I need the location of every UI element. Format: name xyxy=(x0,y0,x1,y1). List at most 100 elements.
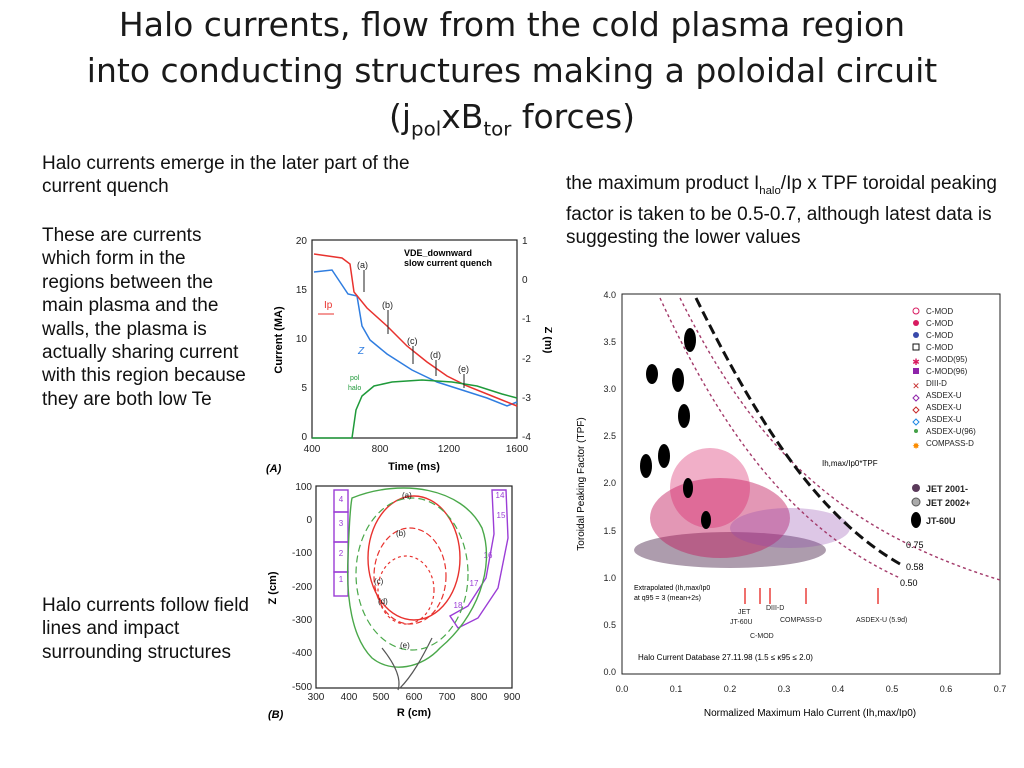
figc-extrap-1: Extrapolated (Ih,max/Ip0 xyxy=(634,585,710,592)
figc-xtick-0.6: 0.6 xyxy=(940,684,953,694)
right-paragraph: the maximum product Ihalo/Ip x TPF toroi… xyxy=(566,172,1006,249)
figc-ytick-1.5: 1.5 xyxy=(603,526,616,536)
figb-xtick-600: 600 xyxy=(406,692,423,703)
title-mid: xB xyxy=(441,97,484,136)
figa-marker-d: (d) xyxy=(430,350,441,360)
figc-curve-value-0.58: 0.58 xyxy=(906,562,924,572)
right-text-a: the maximum product I xyxy=(566,173,760,194)
figa-y2tick-m4: -4 xyxy=(522,432,531,443)
title-sub-pol: pol xyxy=(411,117,442,141)
figa-xtick-1600: 1600 xyxy=(506,444,529,455)
figc-machine-asdex: ASDEX-U (5.9d) xyxy=(856,617,907,624)
figc-xtick-0.5: 0.5 xyxy=(886,684,899,694)
figc-legend-symbols: ✱ ✕ ✸ xyxy=(912,307,920,451)
figa-y2tick-m2: -2 xyxy=(522,354,531,365)
slide-title: Halo currents, flow from the cold plasma… xyxy=(0,2,1024,153)
figb-xtick-400: 400 xyxy=(341,692,358,703)
figa-note-1: VDE_downward xyxy=(404,248,472,258)
figa-label-halo: halo xyxy=(348,385,361,392)
figb-module-1: 1 xyxy=(339,575,344,584)
figa-z-trace xyxy=(313,269,518,407)
figa-ylabel: Current (MA) xyxy=(273,306,285,374)
figa-marker-arrows xyxy=(363,270,465,388)
figb-ylabel: Z (cm) xyxy=(267,571,279,604)
figa-y2label: Z (m) xyxy=(542,327,552,354)
figb-marker-e: (e) xyxy=(400,641,410,650)
figure-b-x-ticks: 300 400 500 600 700 800 900 xyxy=(308,692,521,703)
figb-ytick-m400: -400 xyxy=(292,648,312,659)
figa-y2tick-m3: -3 xyxy=(522,393,531,404)
figa-label-ip: Ip xyxy=(324,300,333,311)
figc-ytick-0.0: 0.0 xyxy=(603,667,616,677)
figc-legend-2: JET 2001- JET 2002+ JT-60U xyxy=(911,484,970,528)
figc-ytick-0.5: 0.5 xyxy=(603,620,616,630)
figb-ytick-m100: -100 xyxy=(292,548,312,559)
figb-marker-d: (d) xyxy=(378,597,388,606)
figb-ytick-m300: -300 xyxy=(292,615,312,626)
figa-ytick-0: 0 xyxy=(301,432,307,443)
figa-xlabel: Time (ms) xyxy=(388,461,440,473)
figc-ytick-3.5: 3.5 xyxy=(603,337,616,347)
figc-legend2-2: JT-60U xyxy=(926,516,956,526)
figb-module-18: 18 xyxy=(454,601,463,610)
figure-a-x-ticks: 400 800 1200 1600 xyxy=(304,444,529,455)
figure-c-y-ticks: 4.0 3.5 3.0 2.5 2.0 1.5 1.0 0.5 0.0 xyxy=(603,290,616,677)
figc-legend-5: C-MOD(96) xyxy=(926,367,968,376)
figb-vessel-wall xyxy=(346,487,488,668)
figc-legend-1: C-MOD xyxy=(926,319,953,328)
figb-plasma-b xyxy=(373,527,447,625)
figa-y2tick-1: 1 xyxy=(522,236,528,247)
figc-extrap-2: at q95 = 3 (mean+2s) xyxy=(634,595,701,602)
figc-ylabel: Toroidal Peaking Factor (TPF) xyxy=(576,417,587,550)
title-close: forces) xyxy=(511,97,636,136)
figb-marker-b: (b) xyxy=(396,529,406,538)
left-paragraph-1: These are currents which form in the reg… xyxy=(42,225,246,410)
figb-marker-a: (a) xyxy=(402,491,412,500)
figa-ytick-5: 5 xyxy=(301,383,307,394)
figc-xtick-0.2: 0.2 xyxy=(724,684,737,694)
figure-a-y-ticks: 20 15 10 5 0 xyxy=(296,236,308,443)
title-sub-tor: tor xyxy=(483,117,512,141)
figc-legend-3: C-MOD xyxy=(926,343,953,352)
figure-b-y-ticks: 100 0 -100 -200 -300 -400 -500 xyxy=(292,482,312,693)
figc-machine-compass: COMPASS-D xyxy=(780,617,822,624)
figc-database-note: Halo Current Database 27.11.98 (1.5 ≤ κ9… xyxy=(638,653,813,662)
figure-b-cross-section: 100 0 -100 -200 -300 -400 -500 300 400 5… xyxy=(267,482,521,721)
title-open: (j xyxy=(388,97,412,136)
figure-c-x-ticks: 0.0 0.1 0.2 0.3 0.4 0.5 0.6 0.7 xyxy=(616,684,1007,694)
figb-plasma-a xyxy=(367,495,461,621)
intro-text: Halo currents emerge in the later part o… xyxy=(42,153,410,197)
title-line-1: Halo currents, flow from the cold plasma… xyxy=(118,5,906,44)
figure-c-tpf-scatter: 4.0 3.5 3.0 2.5 2.0 1.5 1.0 0.5 0.0 0.0 … xyxy=(576,290,1007,719)
figc-legend-4: C-MOD(95) xyxy=(926,355,968,364)
figc-curve-value-0.75: 0.75 xyxy=(906,540,924,550)
figc-legend: C-MOD C-MOD C-MOD C-MOD C-MOD(95) C-MOD(… xyxy=(926,307,976,448)
figc-curve-value-0.50: 0.50 xyxy=(900,578,918,588)
figure-a-frame xyxy=(311,239,518,439)
figa-label-pol: pol xyxy=(350,375,360,382)
figc-xtick-0.4: 0.4 xyxy=(832,684,845,694)
figa-halo-trace xyxy=(312,379,518,439)
figc-jt60u-points xyxy=(640,328,711,529)
figa-marker-a: (a) xyxy=(357,260,368,270)
figb-module-2: 2 xyxy=(339,549,344,558)
figa-marker-b: (b) xyxy=(382,300,393,310)
figb-ytick-100: 100 xyxy=(295,482,312,493)
figure-a-current-traces: 20 15 10 5 0 1 0 -1 -2 -3 -4 400 800 120… xyxy=(266,236,552,475)
figb-flux-green xyxy=(355,497,469,651)
figc-legend-2: C-MOD xyxy=(926,331,953,340)
figc-machine-jet: JET xyxy=(738,609,751,616)
figb-ytick-m200: -200 xyxy=(292,582,312,593)
figc-ytick-2.5: 2.5 xyxy=(603,431,616,441)
figa-y2tick-m1: -1 xyxy=(522,314,531,325)
figc-legend-10: ASDEX-U(96) xyxy=(926,427,976,436)
title-line-2: into conducting structures making a polo… xyxy=(86,51,938,90)
figc-ytick-2.0: 2.0 xyxy=(603,478,616,488)
svg-text:✕: ✕ xyxy=(912,381,920,391)
figa-xtick-800: 800 xyxy=(372,444,389,455)
figc-machine-diiid: DIII-D xyxy=(766,605,784,612)
figc-xtick-0.7: 0.7 xyxy=(994,684,1007,694)
figc-legend-8: ASDEX-U xyxy=(926,403,962,412)
figa-ip-trace xyxy=(313,253,518,407)
figa-marker-c: (c) xyxy=(407,336,418,346)
